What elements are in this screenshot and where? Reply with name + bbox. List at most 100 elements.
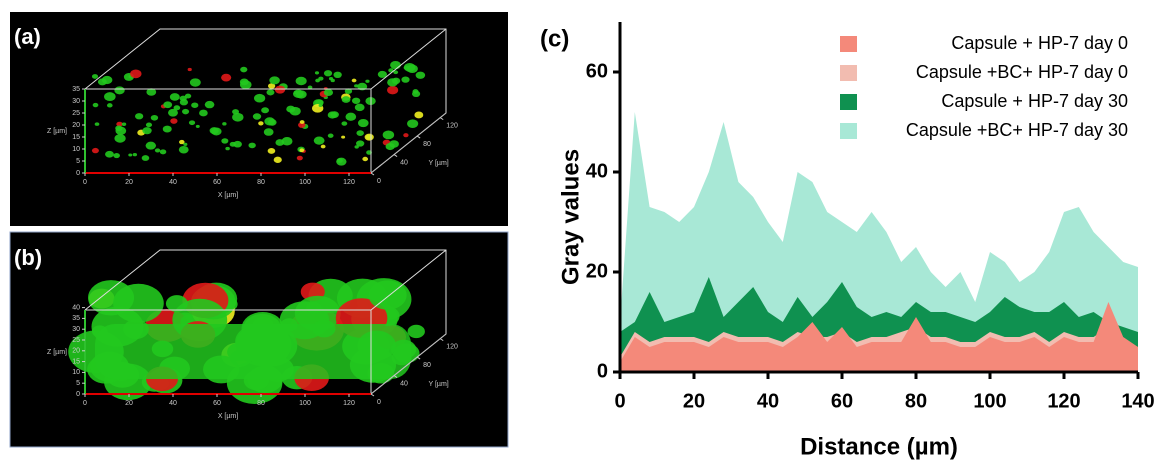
blob — [187, 67, 192, 72]
z-tick-label: 40 — [72, 304, 80, 311]
blob — [114, 134, 126, 143]
blob — [341, 135, 346, 139]
blob — [261, 107, 270, 114]
x-tick-label: 20 — [125, 400, 133, 407]
blob — [92, 102, 99, 108]
blob — [356, 140, 365, 147]
blob — [178, 145, 189, 154]
blob — [191, 102, 199, 108]
z-tick-label: 20 — [72, 122, 80, 129]
blob — [188, 120, 196, 126]
blob — [275, 139, 285, 146]
blob — [115, 125, 123, 132]
blob — [209, 127, 219, 135]
x-tick-label: 20 — [125, 179, 133, 186]
blob — [389, 140, 399, 148]
blob — [189, 78, 201, 87]
tick-mark — [439, 117, 444, 121]
x-axis-label: X [µm] — [218, 192, 238, 199]
z-tick-label: 0 — [76, 170, 80, 177]
tick-mark — [439, 338, 444, 342]
blob — [341, 121, 348, 126]
x-axis-label: Distance (µm) — [800, 433, 958, 460]
blob — [281, 137, 293, 146]
blob — [159, 149, 167, 155]
blob — [267, 147, 276, 154]
z-tick-label: 5 — [76, 380, 80, 387]
x-tick-label: 100 — [973, 390, 1006, 412]
y-axis-label: Gray values — [557, 149, 584, 285]
blob — [368, 280, 407, 310]
blob — [299, 148, 305, 153]
z-tick-label: 30 — [72, 326, 80, 333]
blob — [393, 70, 399, 75]
blob — [307, 85, 313, 90]
blob — [318, 76, 324, 81]
y-tick-label: 120 — [446, 122, 458, 129]
blob — [240, 66, 248, 73]
z-tick-label: 15 — [72, 358, 80, 365]
blob — [351, 97, 361, 105]
blob — [113, 283, 164, 323]
x-tick-label: 40 — [757, 390, 779, 412]
blob — [356, 130, 364, 136]
legend-label: Capsule +BC+ HP-7 day 30 — [906, 120, 1128, 140]
panel-label: (b) — [14, 245, 42, 270]
blob — [407, 119, 419, 128]
blob — [173, 105, 181, 111]
blob — [390, 60, 401, 70]
blob — [154, 148, 161, 153]
blob — [239, 80, 252, 90]
y-tick-label: 80 — [423, 362, 431, 369]
blob — [258, 121, 264, 126]
blob — [406, 64, 418, 74]
blob — [182, 108, 190, 115]
x-tick-label: 0 — [614, 390, 625, 412]
panel-label: (a) — [14, 24, 41, 49]
y-tick-label: 0 — [597, 360, 608, 382]
tick-mark — [370, 172, 375, 176]
blob — [263, 128, 274, 136]
x-tick-label: 40 — [169, 179, 177, 186]
blob — [414, 111, 424, 119]
x-tick-label: 0 — [83, 400, 87, 407]
blob — [293, 90, 299, 95]
blob — [336, 157, 347, 166]
legend-swatch — [840, 36, 857, 52]
y-tick-label: 40 — [400, 159, 408, 166]
blob — [377, 70, 387, 78]
blob — [344, 88, 353, 95]
blob — [273, 156, 282, 163]
blob — [364, 133, 374, 141]
blob — [116, 121, 123, 127]
blob — [168, 108, 178, 117]
blob — [225, 146, 230, 151]
z-tick-label: 5 — [76, 158, 80, 165]
area — [620, 302, 1138, 372]
z-tick-label: 15 — [72, 134, 80, 141]
blob — [274, 85, 286, 94]
blob — [162, 125, 172, 133]
blob — [184, 93, 192, 99]
blob — [403, 133, 409, 138]
x-tick-label: 100 — [299, 179, 311, 186]
blob — [269, 76, 280, 85]
blob — [286, 105, 296, 113]
blob — [132, 152, 138, 157]
y-tick-label: 40 — [586, 160, 608, 182]
legend-swatch — [840, 65, 857, 81]
blob — [165, 295, 188, 313]
blob — [357, 82, 368, 91]
blob — [306, 301, 322, 314]
blob — [170, 118, 178, 124]
legend-label: Capsule + HP-7 day 30 — [941, 91, 1128, 111]
x-tick-label: 140 — [1121, 390, 1154, 412]
blob — [354, 84, 359, 88]
blob — [407, 324, 425, 339]
blob — [141, 155, 150, 161]
blob — [253, 93, 266, 103]
y-axis — [370, 333, 447, 395]
blob — [323, 70, 333, 77]
blob — [299, 120, 305, 124]
y-axis-label: Y [µm] — [429, 381, 449, 388]
